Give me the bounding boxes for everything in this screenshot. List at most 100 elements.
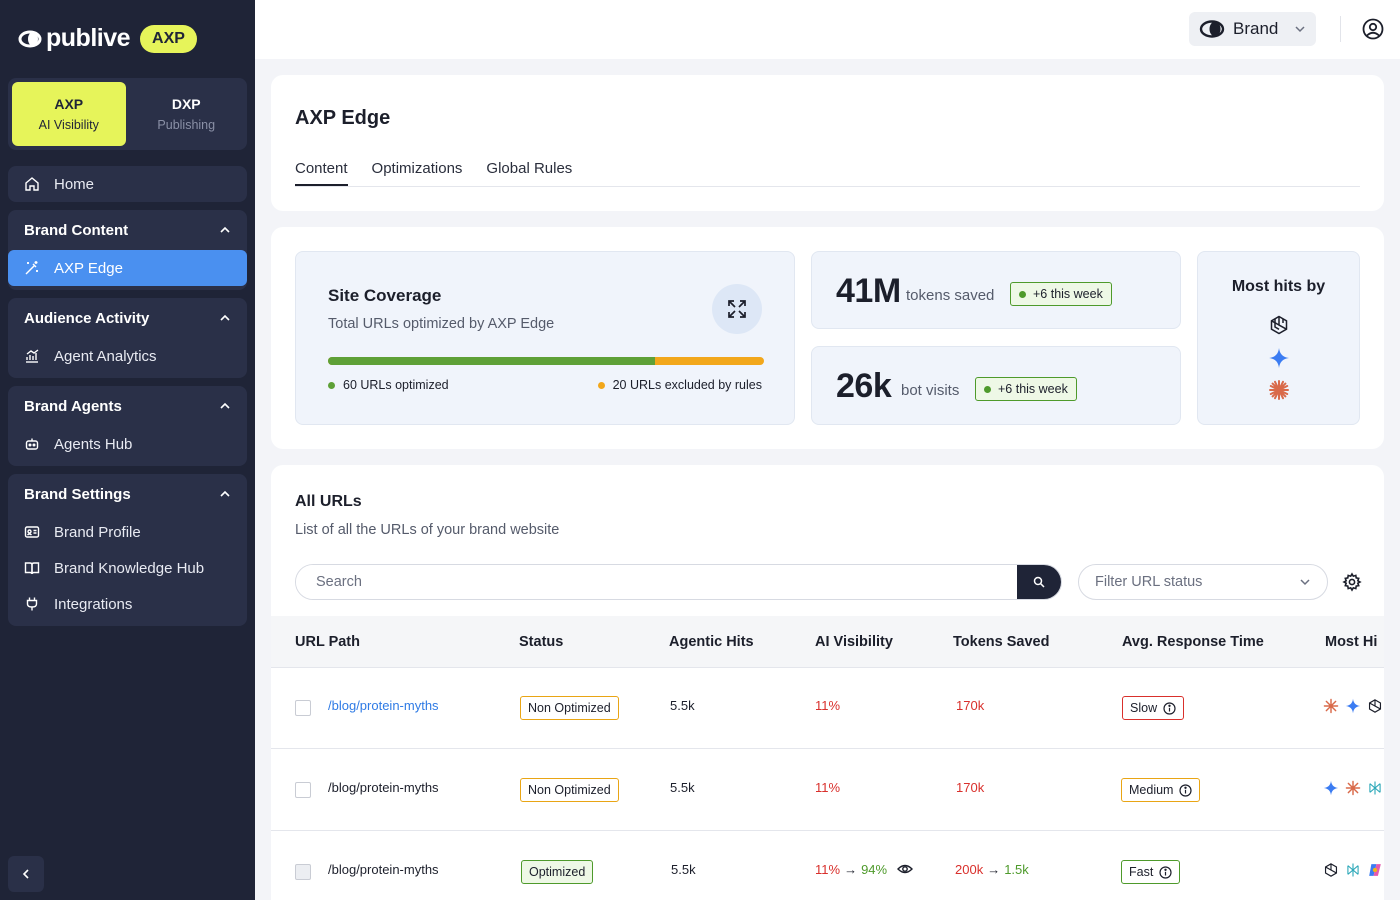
- page-header-card: AXP Edge Content Optimizations Global Ru…: [271, 75, 1384, 211]
- table-row: /blog/protein-myths Non Optimized 5.5k 1…: [271, 667, 1384, 749]
- agentic-hits: 5.5k: [671, 862, 696, 877]
- most-hits-panel: Most hits by: [1197, 251, 1360, 425]
- col-tokens-saved[interactable]: Tokens Saved: [953, 634, 1050, 650]
- openai-icon: [1368, 699, 1382, 713]
- nav-audience-activity: Audience Activity Agent Analytics: [8, 298, 247, 378]
- filter-url-status-select[interactable]: Filter URL status: [1078, 564, 1328, 600]
- search-box: [295, 564, 1062, 600]
- switch-dxp-title: DXP: [171, 96, 201, 112]
- product-switcher: AXP AI Visibility DXP Publishing: [8, 78, 247, 150]
- sidebar-item-integrations[interactable]: Integrations: [8, 586, 247, 622]
- info-icon[interactable]: [1159, 865, 1172, 879]
- sidebar-item-home[interactable]: Home: [8, 166, 247, 202]
- section-brand-settings[interactable]: Brand Settings: [8, 474, 247, 514]
- row-checkbox[interactable]: [295, 864, 311, 880]
- plug-icon: [26, 597, 38, 611]
- gemini-icon: [1269, 348, 1289, 368]
- sidebar-item-agents-hub[interactable]: Agents Hub: [8, 426, 247, 462]
- sidebar-item-label: Agent Analytics: [54, 347, 157, 365]
- search-button[interactable]: [1017, 565, 1061, 599]
- claude-icon: [1269, 380, 1289, 400]
- chevron-up-icon: [220, 314, 230, 321]
- url-path-link[interactable]: /blog/protein-myths: [328, 698, 439, 713]
- col-most-hits[interactable]: Most Hi: [1325, 634, 1378, 650]
- ai-visibility: 11%: [815, 698, 841, 713]
- tokens-saved-label: tokens saved: [906, 287, 995, 304]
- switch-axp-sub: AI Visibility: [38, 118, 99, 132]
- switch-axp[interactable]: AXP AI Visibility: [12, 82, 126, 146]
- col-ai-visibility[interactable]: AI Visibility: [815, 634, 893, 650]
- row-checkbox[interactable]: [295, 700, 311, 716]
- legend-excluded: 20 URLs excluded by rules: [597, 378, 762, 392]
- response-time-label: Slow: [1130, 701, 1158, 715]
- chevron-up-icon: [220, 226, 230, 233]
- logo[interactable]: publive AXP: [18, 24, 197, 53]
- change-dot: [1019, 290, 1026, 298]
- topbar-divider: [1340, 16, 1341, 42]
- switch-dxp-sub: Publishing: [157, 118, 216, 132]
- tokens-change-label: +6 this week: [1033, 287, 1103, 301]
- tokens-saved: 170k: [956, 780, 985, 795]
- home-icon: [25, 177, 39, 191]
- tokens-saved: 200k → 1.5k: [955, 862, 1029, 877]
- response-time-badge: Slow: [1122, 696, 1185, 720]
- collapse-sidebar-button[interactable]: [8, 856, 44, 892]
- gear-icon[interactable]: [1342, 572, 1362, 592]
- response-time-label: Fast: [1129, 865, 1154, 879]
- sidebar-item-label: Brand Profile: [54, 523, 141, 541]
- col-status[interactable]: Status: [519, 634, 564, 650]
- gemini-icon: [1345, 698, 1361, 714]
- sidebar-item-agent-analytics[interactable]: Agent Analytics: [8, 338, 247, 374]
- claude-icon: [1345, 780, 1361, 796]
- switch-dxp[interactable]: DXP Publishing: [130, 82, 244, 146]
- col-avg-response-time[interactable]: Avg. Response Time: [1122, 634, 1264, 650]
- robot-icon: [25, 438, 39, 450]
- tab-content[interactable]: Content: [295, 150, 348, 186]
- coverage-progress-bar: [328, 357, 764, 365]
- logo-text: publive: [46, 24, 131, 52]
- col-url-path[interactable]: URL Path: [295, 634, 360, 650]
- response-time-badge: Medium: [1121, 778, 1201, 802]
- sidebar-item-axp-edge[interactable]: AXP Edge: [8, 250, 247, 286]
- tokens-saved: 170k: [956, 698, 985, 713]
- tokens-change-badge: +6 this week: [1010, 282, 1112, 306]
- brand-selector[interactable]: Brand: [1189, 12, 1316, 46]
- status-badge: Non Optimized: [520, 696, 619, 720]
- legend-excluded-label: 20 URLs excluded by rules: [612, 378, 762, 392]
- col-agentic-hits[interactable]: Agentic Hits: [669, 634, 754, 650]
- bot-visits-value: 26k: [836, 367, 892, 405]
- tab-global-rules[interactable]: Global Rules: [486, 160, 573, 177]
- row-most-hits: [1323, 862, 1383, 878]
- info-icon[interactable]: [1163, 701, 1176, 715]
- row-most-hits: [1323, 780, 1383, 796]
- section-title: Brand Agents: [24, 397, 122, 415]
- publive-logo-icon: [18, 30, 42, 47]
- nav-brand-content: Brand Content AXP Edge: [8, 210, 247, 290]
- tokens-saved-panel: 41M tokens saved +6 this week: [811, 251, 1181, 329]
- section-brand-agents[interactable]: Brand Agents: [8, 386, 247, 426]
- eye-icon[interactable]: [897, 861, 914, 877]
- section-audience-activity[interactable]: Audience Activity: [8, 298, 247, 338]
- status-badge: Optimized: [521, 860, 594, 884]
- sidebar-item-brand-knowledge-hub[interactable]: Brand Knowledge Hub: [8, 550, 247, 586]
- url-path[interactable]: /blog/protein-myths: [328, 780, 439, 795]
- response-time-badge: Fast: [1121, 860, 1181, 884]
- expand-button[interactable]: [712, 284, 762, 334]
- sidebar-item-brand-profile[interactable]: Brand Profile: [8, 514, 247, 550]
- nav-brand-agents: Brand Agents Agents Hub: [8, 386, 247, 466]
- user-account-icon[interactable]: [1362, 18, 1384, 40]
- chevron-up-icon: [220, 402, 230, 409]
- perplexity-icon: [1347, 863, 1359, 877]
- perplexity-icon: [1369, 781, 1381, 795]
- url-path[interactable]: /blog/protein-myths: [328, 862, 439, 877]
- row-checkbox[interactable]: [295, 782, 311, 798]
- all-urls-subtitle: List of all the URLs of your brand websi…: [295, 522, 560, 538]
- section-brand-content[interactable]: Brand Content: [8, 210, 247, 250]
- search-input[interactable]: [296, 565, 1019, 599]
- sidebar: publive AXP AXP AI Visibility DXP Publis…: [0, 0, 255, 900]
- info-icon[interactable]: [1179, 783, 1193, 797]
- arrow: →: [844, 861, 858, 877]
- tab-optimizations[interactable]: Optimizations: [371, 160, 463, 177]
- sidebar-item-label: Integrations: [54, 595, 133, 613]
- tokens-saved-value: 41M: [836, 272, 901, 310]
